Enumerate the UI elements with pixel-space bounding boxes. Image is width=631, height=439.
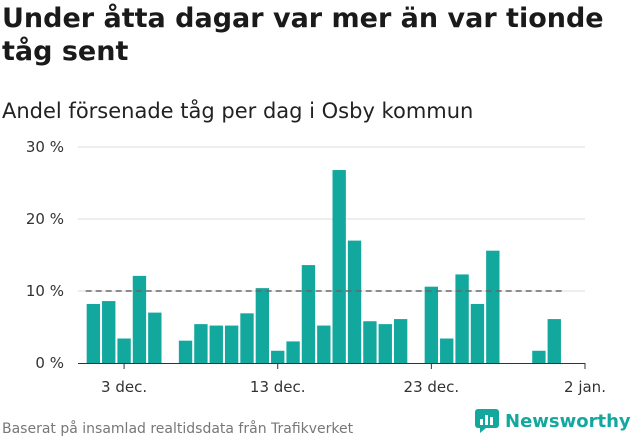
y-tick-label: 0 %	[35, 354, 64, 372]
bar	[240, 313, 254, 363]
x-tick-label: 2 jan.	[564, 378, 606, 396]
newsworthy-icon	[475, 409, 499, 433]
bar	[209, 325, 223, 363]
bar	[332, 170, 346, 363]
bar	[178, 340, 193, 363]
brand-name: Newsworthy	[505, 410, 631, 432]
bar	[547, 319, 561, 363]
x-tick-label: 13 dec.	[250, 378, 306, 396]
source-note: Baserat på insamlad realtidsdata från Tr…	[2, 421, 354, 437]
bar	[194, 324, 208, 363]
chart-subtitle: Andel försenade tåg per dag i Osby kommu…	[2, 99, 474, 123]
chart-title: Under åtta dagar var mer än var tionde t…	[2, 3, 604, 67]
bar	[148, 312, 162, 363]
bar	[347, 240, 362, 363]
bar	[455, 274, 469, 363]
y-tick-label: 10 %	[26, 282, 64, 300]
bar	[301, 265, 316, 363]
bar	[317, 325, 331, 363]
bar	[486, 250, 500, 363]
x-tick-label: 23 dec.	[404, 378, 460, 396]
bar	[440, 338, 454, 363]
bar	[470, 303, 485, 363]
bar	[224, 325, 239, 363]
x-tick-label: 3 dec.	[101, 378, 147, 396]
y-tick-label: 30 %	[26, 138, 64, 156]
bar	[286, 341, 300, 363]
bar	[271, 350, 285, 363]
bar	[117, 338, 131, 363]
bar	[393, 319, 408, 363]
y-tick-label: 20 %	[26, 210, 64, 228]
bar	[102, 301, 116, 363]
bar	[378, 324, 392, 363]
bar	[363, 321, 377, 363]
bar	[86, 303, 101, 363]
bar	[424, 286, 439, 363]
newsworthy-logo[interactable]: Newsworthy	[474, 408, 631, 434]
bar	[132, 275, 147, 363]
bar	[255, 288, 270, 363]
bar	[532, 350, 546, 363]
